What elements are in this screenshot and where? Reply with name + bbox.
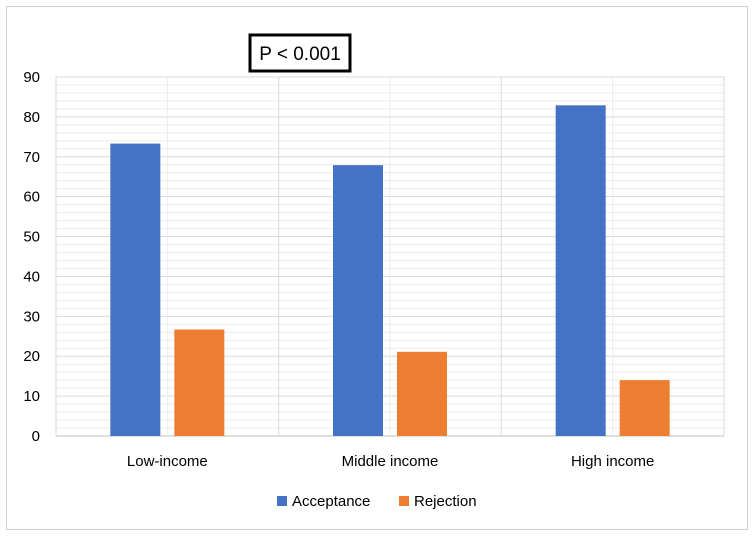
y-tick-label: 60 — [23, 189, 40, 206]
legend-swatch-acceptance — [277, 496, 287, 506]
x-axis-categories: Low-income Middle income High income — [127, 453, 654, 470]
y-axis-ticks: 0 10 20 30 40 50 60 70 80 90 — [23, 69, 40, 445]
annotation-text: P < 0.001 — [259, 44, 341, 65]
y-tick-label: 40 — [23, 268, 40, 285]
annotation-box — [248, 33, 352, 73]
y-tick-label: 70 — [23, 149, 40, 166]
bar-acceptance-2 — [333, 165, 383, 436]
bars — [110, 105, 670, 437]
y-tick-label: 50 — [23, 229, 40, 246]
x-category-label: Middle income — [342, 453, 439, 470]
p-value-annotation: P < 0.001 — [248, 33, 352, 73]
x-category-label: Low-income — [127, 453, 208, 470]
bar-acceptance-3 — [555, 105, 606, 437]
x-category-label: High income — [571, 453, 654, 470]
bar-rejection-3 — [619, 380, 670, 436]
y-tick-label: 80 — [23, 109, 40, 126]
y-tick-label: 10 — [23, 388, 40, 405]
legend-label-acceptance: Acceptance — [292, 493, 370, 510]
y-tick-label: 20 — [23, 348, 40, 365]
legend-label-rejection: Rejection — [414, 493, 477, 510]
legend-swatch-rejection — [399, 496, 409, 506]
bar-acceptance-1 — [110, 143, 161, 436]
bar-rejection-1 — [174, 329, 225, 436]
y-tick-label: 30 — [23, 308, 40, 325]
bar-rejection-2 — [397, 351, 447, 436]
legend: Acceptance Rejection — [277, 493, 477, 510]
y-tick-label: 90 — [23, 69, 40, 86]
grid-lines — [55, 76, 725, 437]
y-tick-label: 0 — [32, 428, 40, 445]
